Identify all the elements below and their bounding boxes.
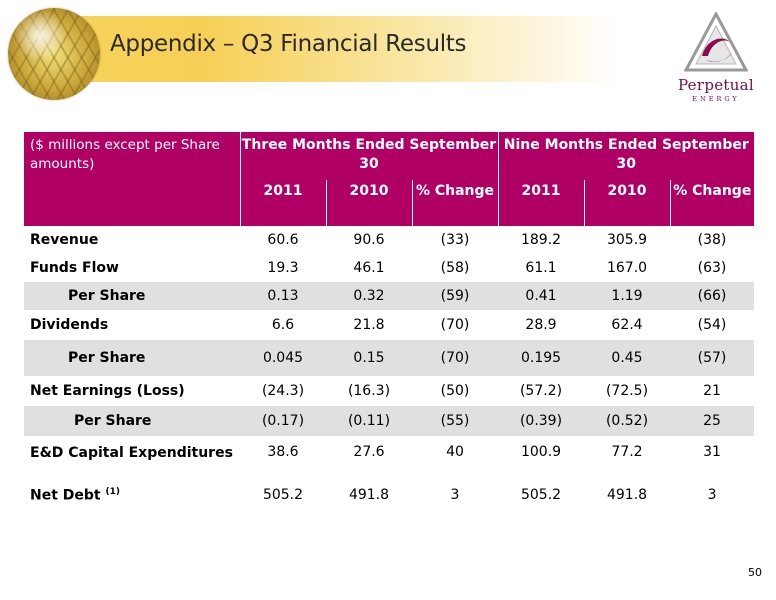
row-label: Dividends: [30, 317, 109, 333]
table-cell: 0.32: [326, 282, 412, 310]
table-cell: 0.045: [240, 340, 326, 376]
table-cell: 28.9: [525, 317, 557, 333]
table-cell: (72.5): [605, 383, 649, 399]
col-header-change-q: % Change: [411, 180, 499, 226]
table-cell: (55): [412, 406, 499, 436]
table-cell: 505.2: [520, 487, 562, 503]
table-cell: 90.6: [353, 232, 385, 248]
row-label-text: Net Debt: [30, 487, 101, 504]
logo-name: Perpetual: [677, 76, 755, 94]
table-cell: 0.195: [498, 340, 585, 376]
table-cell: 6.6: [271, 317, 295, 333]
table-cell: (58): [440, 260, 470, 276]
table-row: Per Share 0.13 0.32 (59) 0.41 1.19 (66): [24, 282, 755, 310]
nine-months-header: Nine Months Ended September 30: [497, 132, 755, 180]
page-title: Appendix – Q3 Financial Results: [110, 31, 467, 57]
table-cell: (0.11): [326, 406, 412, 436]
table-row: Dividends 6.6 21.8 (70) 28.9 62.4 (54): [24, 310, 754, 340]
table-cell: 0.15: [326, 340, 412, 376]
table-cell: 40: [446, 444, 464, 460]
financial-results-table: ($ millions except per Share amounts) Th…: [24, 132, 755, 506]
row-label: Net Earnings (Loss): [30, 383, 185, 399]
table-cell: 100.9: [520, 444, 562, 460]
table-cell: (66): [670, 282, 755, 310]
table-cell: (70): [412, 340, 499, 376]
table-cell: (63): [697, 260, 727, 276]
table-row: Revenue 60.6 90.6 (33) 189.2 305.9 (38): [24, 226, 754, 254]
table-row: Per Share 0.045 0.15 (70) 0.195 0.45 (57…: [24, 340, 755, 376]
logo-subtitle: ENERGY: [692, 95, 740, 103]
col-header-2010-ytd: 2010: [583, 180, 671, 226]
table-row: Funds Flow 19.3 46.1 (58) 61.1 167.0 (63…: [24, 254, 754, 282]
page-number: 50: [748, 566, 762, 579]
table-row: Net Earnings (Loss) (24.3) (16.3) (50) (…: [24, 376, 754, 406]
table-cell: 77.2: [611, 444, 643, 460]
row-label: E&D Capital Expenditures: [30, 445, 233, 461]
table-cell: 19.3: [267, 260, 299, 276]
table-cell: (38): [697, 232, 727, 248]
table-cell: (33): [440, 232, 470, 248]
three-months-header: Three Months Ended September 30: [239, 132, 499, 180]
table-cell: 167.0: [606, 260, 648, 276]
globe-image: [8, 8, 100, 100]
table-cell: 3: [450, 487, 460, 503]
table-cell: 21: [703, 383, 721, 399]
col-header-2011-ytd: 2011: [497, 180, 585, 226]
col-header-2011-q: 2011: [239, 180, 326, 226]
table-cell: 0.45: [584, 340, 671, 376]
company-logo: Perpetual ENERGY: [662, 10, 770, 103]
row-label: Per Share: [24, 340, 240, 376]
table-cell: 60.6: [267, 232, 299, 248]
table-cell: 38.6: [267, 444, 299, 460]
table-cell: 491.8: [606, 487, 648, 503]
table-cell: (0.17): [240, 406, 326, 436]
table-cell: (70): [440, 317, 470, 333]
table-cell: 62.4: [611, 317, 643, 333]
table-cell: 0.13: [240, 282, 326, 310]
footnote-marker: (1): [105, 486, 120, 497]
logo-triangle-icon: [684, 12, 748, 72]
table-cell: 61.1: [525, 260, 557, 276]
row-label: Per Share: [24, 282, 240, 310]
table-cell: 31: [703, 444, 721, 460]
table-row: Per Share (0.17) (0.11) (55) (0.39) (0.5…: [24, 406, 755, 436]
table-cell: 0.41: [498, 282, 585, 310]
row-label: Funds Flow: [30, 260, 119, 276]
col-header-change-ytd: % Change: [669, 180, 755, 226]
table-cell: (57): [670, 340, 755, 376]
table-cell: (57.2): [519, 383, 563, 399]
row-label: Net Debt (1): [24, 484, 240, 506]
table-cell: 1.19: [584, 282, 671, 310]
table-cell: (24.3): [261, 383, 305, 399]
table-cell: (16.3): [347, 383, 391, 399]
row-label: Revenue: [30, 232, 99, 248]
table-row: E&D Capital Expenditures 38.6 27.6 40 10…: [24, 436, 754, 484]
table-cell: 3: [707, 487, 717, 503]
table-cell: (54): [697, 317, 727, 333]
table-cell: (0.52): [584, 406, 671, 436]
table-cell: (50): [440, 383, 470, 399]
table-cell: 27.6: [353, 444, 385, 460]
table-cell: (59): [412, 282, 499, 310]
table-cell: 46.1: [353, 260, 385, 276]
label-column-header: ($ millions except per Share amounts): [30, 137, 220, 172]
table-cell: 305.9: [606, 232, 648, 248]
table-cell: 189.2: [520, 232, 562, 248]
table-cell: 21.8: [353, 317, 385, 333]
table-cell: 505.2: [262, 487, 304, 503]
row-label: Per Share: [24, 406, 240, 436]
table-row: Net Debt (1) 505.2 491.8 3 505.2 491.8 3: [24, 484, 754, 506]
col-header-2010-q: 2010: [325, 180, 412, 226]
table-cell: 25: [670, 406, 755, 436]
table-cell: 491.8: [348, 487, 390, 503]
table-cell: (0.39): [498, 406, 585, 436]
title-banner: [60, 16, 620, 82]
